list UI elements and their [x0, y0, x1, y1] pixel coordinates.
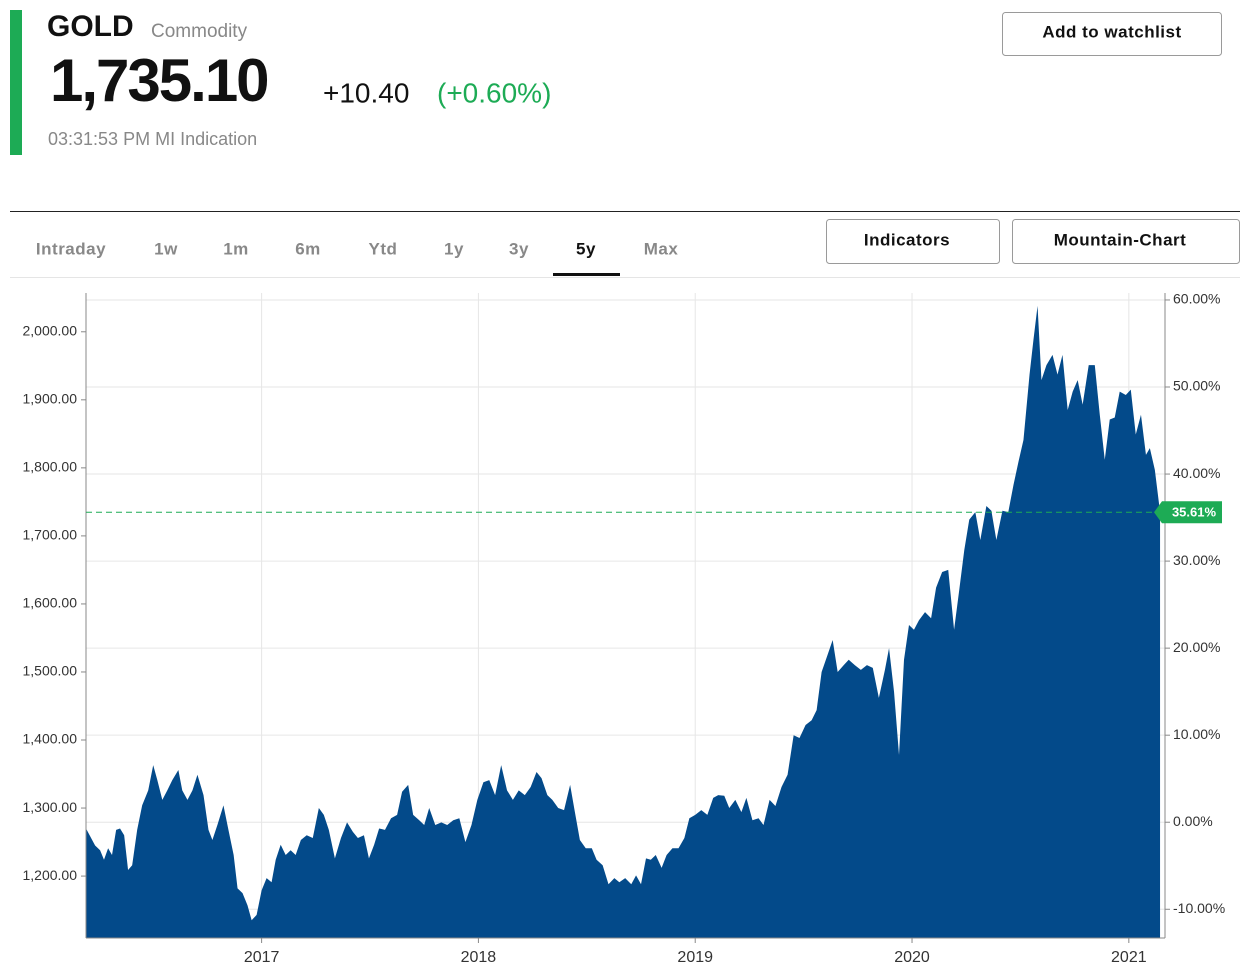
range-tab[interactable]: Max	[644, 239, 679, 258]
symbol: GOLD	[47, 10, 134, 43]
x-tick-label: 2018	[461, 949, 497, 966]
range-tab[interactable]: 6m	[295, 239, 321, 258]
y-tick-label: 1,600.00	[23, 595, 78, 611]
button-label: Mountain-Chart	[1054, 230, 1187, 249]
y-tick-label: 1,300.00	[23, 799, 78, 815]
range-tab[interactable]: 1m	[223, 239, 249, 258]
y2-tick-label: 20.00%	[1173, 639, 1220, 655]
button-frame	[1012, 219, 1240, 264]
change: +10.40	[323, 77, 409, 108]
y-tick-label: 1,700.00	[23, 527, 78, 543]
y2-tick-label: 40.00%	[1173, 465, 1220, 481]
watchlist-button[interactable]: Add to watchlist	[1002, 12, 1222, 56]
x-tick-label: 2020	[894, 949, 930, 966]
y-tick-label: 1,400.00	[23, 731, 78, 747]
range-tab[interactable]: Ytd	[369, 239, 398, 258]
range-tab[interactable]: 1w	[154, 239, 178, 258]
y2-tick-label: 10.00%	[1173, 726, 1220, 742]
y-tick-label: 2,000.00	[23, 322, 78, 338]
change-percent: (+0.60%)	[437, 77, 551, 108]
range-tab[interactable]: 5y	[576, 239, 596, 258]
range-tab[interactable]: 3y	[509, 239, 529, 258]
button-label: Indicators	[864, 230, 950, 249]
range-tabs: Intraday 1w 1m 6m Ytd 1y 3y 5y Max	[36, 239, 678, 276]
range-tab[interactable]: Intraday	[36, 239, 106, 258]
y2-tick-label: -10.00%	[1173, 900, 1225, 916]
x-tick-label: 2021	[1111, 949, 1147, 966]
y-tick-label: 1,500.00	[23, 663, 78, 679]
button-label: Add to watchlist	[1042, 22, 1181, 41]
chart: -10.00% 0.00% 10.00% 20.00% 30.00% 40.00% 50.0…	[23, 291, 1226, 967]
button-frame	[826, 219, 1000, 264]
active-tab-underline	[553, 273, 620, 276]
x-tick-label: 2019	[677, 949, 713, 966]
reference-label: 35.61%	[1172, 505, 1217, 520]
asset-class: Commodity	[151, 21, 248, 42]
chart-type-button[interactable]: Mountain-Chart	[1012, 219, 1240, 264]
y-tick-label: 1,800.00	[23, 459, 78, 475]
range-tab[interactable]: 1y	[444, 239, 464, 258]
y2-tick-label: 0.00%	[1173, 813, 1213, 829]
indicators-button[interactable]: Indicators	[826, 219, 1000, 264]
y2-tick-label: 30.00%	[1173, 552, 1220, 568]
y2-tick-label: 60.00%	[1173, 291, 1220, 307]
timestamp: 03:31:53 PM MI Indication	[48, 129, 257, 149]
y-tick-label: 1,900.00	[23, 391, 78, 407]
price: 1,735.10	[50, 47, 268, 114]
button-frame	[1002, 12, 1222, 56]
reference-badge	[1154, 501, 1222, 524]
y-tick-label: 1,200.00	[23, 867, 78, 883]
y2-tick-label: 50.00%	[1173, 378, 1220, 394]
x-tick-label: 2017	[244, 949, 280, 966]
price-area	[86, 305, 1161, 938]
status-bar	[10, 10, 22, 155]
